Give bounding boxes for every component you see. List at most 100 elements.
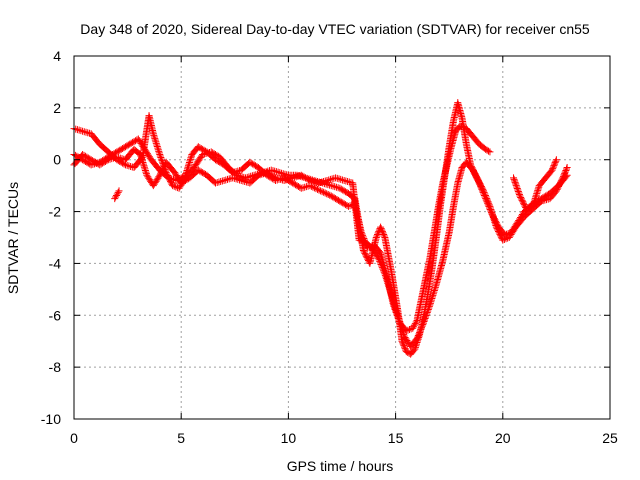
data-point [419, 321, 427, 329]
data-point [339, 199, 347, 207]
data-point [536, 195, 544, 203]
data-point [156, 151, 164, 159]
data-point [274, 168, 282, 176]
data-point [486, 205, 494, 213]
data-point [480, 191, 488, 199]
data-point [537, 195, 545, 203]
data-point [315, 186, 323, 194]
data-point [487, 209, 495, 217]
data-point [215, 178, 223, 186]
data-point [236, 176, 244, 184]
data-point [290, 180, 298, 188]
data-point [380, 267, 388, 275]
data-point [420, 318, 428, 326]
data-point [411, 345, 419, 353]
data-point [477, 184, 485, 192]
data-point [375, 256, 383, 264]
data-point [340, 176, 348, 184]
data-point [503, 230, 511, 238]
x-tick-label: 15 [388, 430, 404, 446]
data-point [504, 230, 512, 238]
data-point [123, 161, 131, 169]
data-point [543, 191, 551, 199]
data-point [563, 163, 571, 171]
x-tick-label: 5 [177, 430, 185, 446]
data-point [404, 326, 412, 334]
data-point [275, 175, 283, 183]
data-point [84, 154, 92, 162]
data-point [83, 153, 91, 161]
data-point [304, 176, 312, 184]
data-point [276, 169, 284, 177]
data-point [252, 162, 260, 170]
data-point [271, 167, 279, 175]
data-point [377, 225, 385, 233]
data-point [321, 177, 329, 185]
data-point [362, 252, 370, 260]
data-point [222, 176, 230, 184]
data-point [299, 172, 307, 180]
data-point [520, 201, 528, 209]
data-point [278, 169, 286, 177]
data-point [129, 138, 137, 146]
data-point [183, 176, 191, 184]
y-tick-label: 4 [53, 48, 61, 64]
data-point [199, 169, 207, 177]
data-point [112, 191, 120, 199]
data-point [303, 175, 311, 183]
data-point [413, 335, 421, 343]
data-point [459, 123, 467, 131]
data-point [243, 173, 251, 181]
data-point [156, 170, 164, 178]
data-point [314, 179, 322, 187]
data-point [258, 170, 266, 178]
data-point [316, 179, 324, 187]
data-point [358, 237, 366, 245]
data-point [360, 248, 368, 256]
data-point [342, 188, 350, 196]
data-point [344, 202, 352, 210]
data-point [109, 154, 117, 162]
data-point [377, 260, 385, 268]
data-point [511, 177, 519, 185]
data-point [419, 319, 427, 327]
data-point [120, 144, 128, 152]
data-point [362, 251, 370, 259]
data-point [121, 143, 129, 151]
data-point [492, 219, 500, 227]
data-point [159, 166, 167, 174]
data-point [328, 175, 336, 183]
data-point [196, 144, 204, 152]
data-point [115, 187, 123, 195]
data-point [181, 176, 189, 184]
data-point [264, 170, 272, 178]
data-point [469, 168, 477, 176]
data-point [284, 175, 292, 183]
data-point [334, 184, 342, 192]
data-point [90, 157, 98, 165]
data-point [246, 158, 254, 166]
data-point [124, 141, 132, 149]
data-point [399, 340, 407, 348]
data-point [157, 168, 165, 176]
data-point [156, 171, 164, 179]
x-tick-label: 0 [70, 430, 78, 446]
data-point [380, 268, 388, 276]
data-point [169, 182, 177, 190]
data-points [70, 99, 571, 358]
data-point [99, 159, 107, 167]
data-point [87, 156, 95, 164]
data-point [324, 191, 332, 199]
data-point [273, 174, 281, 182]
data-point [218, 177, 226, 185]
data-point [492, 217, 500, 225]
data-point [339, 186, 347, 194]
data-point [292, 181, 300, 189]
grid-lines [74, 56, 610, 419]
data-point [82, 128, 90, 136]
data-point [239, 177, 247, 185]
data-point [200, 170, 208, 178]
data-point [378, 264, 386, 272]
data-point [86, 155, 94, 163]
data-point [379, 265, 387, 273]
